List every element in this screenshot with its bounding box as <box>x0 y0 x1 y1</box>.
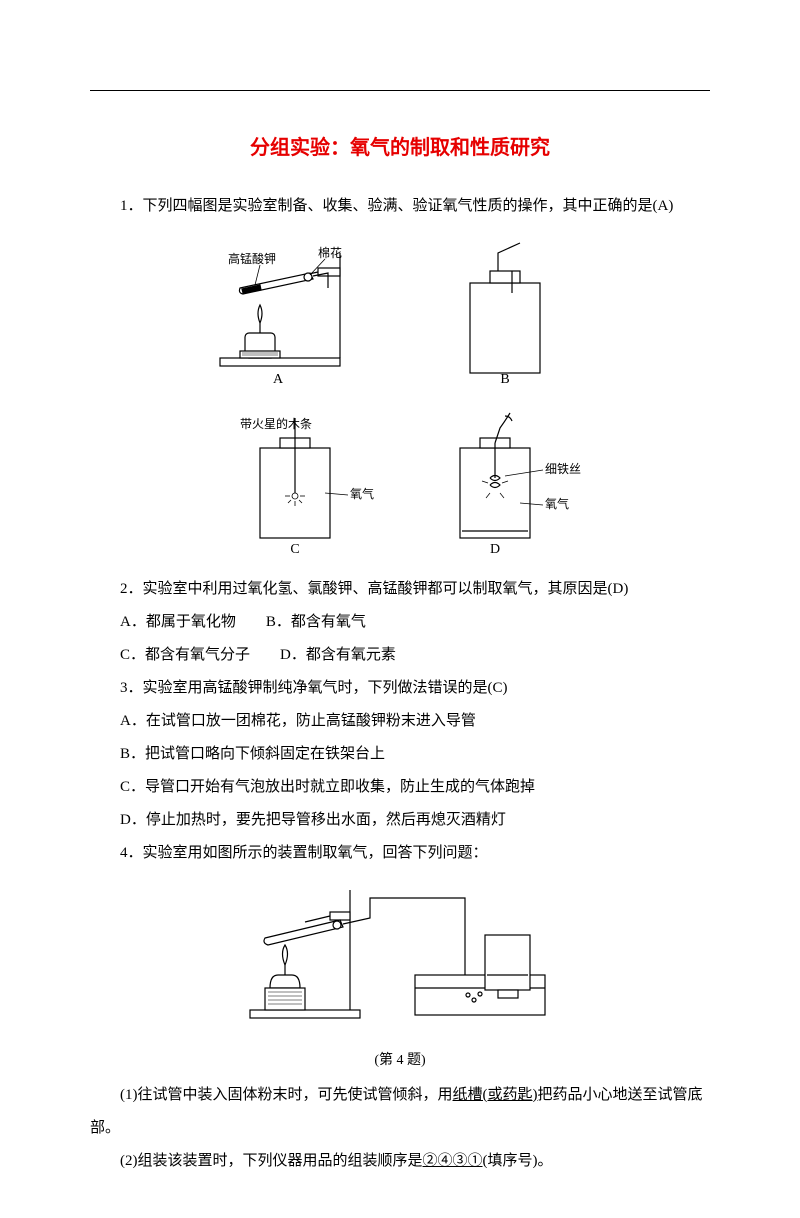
q3-b: B．把试管口略向下倾斜固定在铁架台上 <box>90 738 710 771</box>
top-rule <box>90 90 710 91</box>
q4-p1-a: (1)往试管中装入固体粉末时，可先使试管倾斜，用 <box>120 1087 453 1103</box>
label-d: D <box>490 542 500 557</box>
q4-p2-u: ②④③① <box>423 1153 483 1169</box>
label-wood: 带火星的木条 <box>240 416 312 431</box>
page: 分组实验：氧气的制取和性质研究 1．下列四幅图是实验室制备、收集、验满、验证氧气… <box>0 0 800 1218</box>
q4-p2-b: (填序号)。 <box>483 1153 553 1169</box>
q4-stem: 4．实验室用如图所示的装置制取氧气，回答下列问题： <box>90 837 710 870</box>
q4-p1-u: 纸槽(或药匙) <box>453 1087 538 1103</box>
q1-figure-row2: 带火星的木条 氧气 C <box>90 408 710 563</box>
q4-p2: (2)组装该装置时，下列仪器用品的组装顺序是②④③①(填序号)。 <box>90 1145 710 1178</box>
label-cotton: 棉花 <box>318 245 342 260</box>
q4-p1: (1)往试管中装入固体粉末时，可先使试管倾斜，用纸槽(或药匙)把药品小心地送至试… <box>90 1079 710 1145</box>
q4-figure: (第 4 题) <box>90 880 710 1069</box>
q3-d: D．停止加热时，要先把导管移出水面，然后再熄灭酒精灯 <box>90 804 710 837</box>
q3-c: C．导管口开始有气泡放出时就立即收集，防止生成的气体跑掉 <box>90 771 710 804</box>
q3-stem: 3．实验室用高锰酸钾制纯净氧气时，下列做法错误的是(C) <box>90 672 710 705</box>
q4-svg <box>230 880 570 1040</box>
label-a: A <box>273 372 284 387</box>
q2-stem: 2．实验室中利用过氧化氢、氯酸钾、高锰酸钾都可以制取氧气，其原因是(D) <box>90 573 710 606</box>
q3-a: A．在试管口放一团棉花，防止高锰酸钾粉末进入导管 <box>90 705 710 738</box>
label-b: B <box>500 372 509 387</box>
label-c: C <box>290 542 299 557</box>
q1-svg-cd: 带火星的木条 氧气 C <box>190 408 610 558</box>
label-o2-c: 氧气 <box>350 486 374 501</box>
q2-opts-ab: A．都属于氧化物 B．都含有氧气 <box>90 606 710 639</box>
q1-svg-ab: 高锰酸钾 棉花 A B <box>190 233 610 393</box>
q4-caption: (第 4 题) <box>90 1049 710 1069</box>
q4-p2-a: (2)组装该装置时，下列仪器用品的组装顺序是 <box>120 1153 423 1169</box>
label-o2-d: 氧气 <box>545 496 569 511</box>
q1-stem: 1．下列四幅图是实验室制备、收集、验满、验证氧气性质的操作，其中正确的是(A) <box>90 190 710 223</box>
label-kmno4: 高锰酸钾 <box>228 251 276 266</box>
label-wire: 细铁丝 <box>545 462 581 476</box>
q1-figure-row1: 高锰酸钾 棉花 A B <box>90 233 710 398</box>
q2-opts-cd: C．都含有氧气分子 D．都含有氧元素 <box>90 639 710 672</box>
doc-title: 分组实验：氧气的制取和性质研究 <box>90 131 710 160</box>
